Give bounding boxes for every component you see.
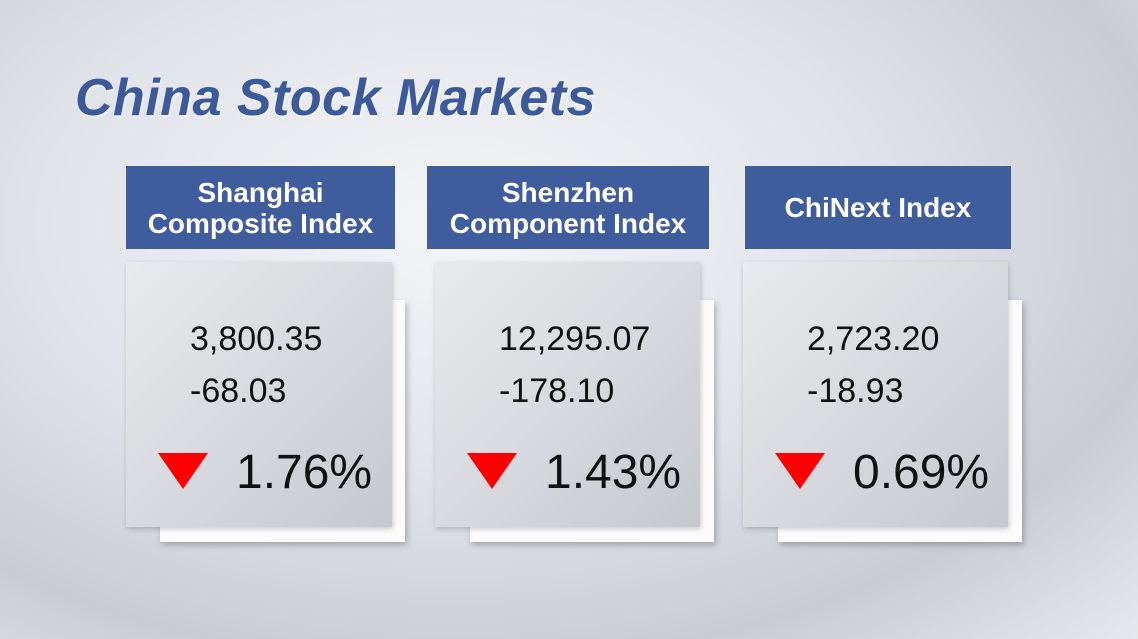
- index-change: -18.93: [807, 372, 904, 410]
- market-card: 12,295.07 -178.10 1.43%: [435, 262, 700, 527]
- index-value: 12,295.07: [499, 320, 651, 358]
- percent-change: 1.43%: [545, 446, 682, 499]
- title: China Stock Markets: [75, 69, 596, 127]
- percent-change: 1.76%: [236, 446, 373, 499]
- market-name: Shenzhen: [501, 176, 635, 208]
- down-arrow: [467, 453, 517, 489]
- index-change: -68.03: [190, 372, 287, 410]
- index-value: 2,723.20: [807, 320, 940, 358]
- market-header: ChiNext Index: [745, 166, 1011, 249]
- percent-change: 0.69%: [853, 446, 990, 499]
- market-header: Shenzhen Component Index: [427, 166, 709, 249]
- index-value: 3,800.35: [190, 320, 323, 358]
- market-name: ChiNext Index: [784, 192, 972, 223]
- market-card: 3,800.35 -68.03 1.76%: [126, 262, 392, 527]
- market-card: 2,723.20 -18.93 0.69%: [743, 262, 1008, 527]
- market-header: Shanghai Composite Index: [126, 166, 395, 249]
- down-arrow: [158, 453, 208, 489]
- down-arrow: [775, 453, 825, 489]
- market-name: Shanghai: [197, 176, 324, 208]
- market-name: Component Index: [449, 207, 687, 239]
- index-change: -178.10: [499, 372, 615, 410]
- market-name: Composite Index: [147, 207, 374, 239]
